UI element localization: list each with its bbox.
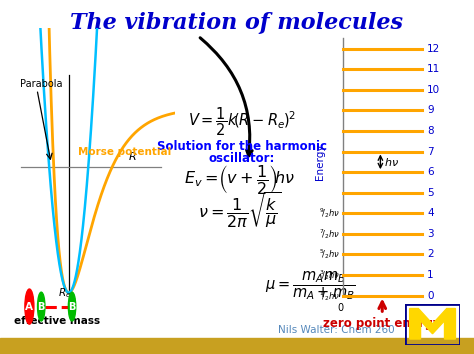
Text: 12: 12 (427, 44, 440, 53)
Text: 6: 6 (427, 167, 434, 177)
Text: $^3\!/_{2}h\nu$: $^3\!/_{2}h\nu$ (319, 268, 340, 282)
Polygon shape (410, 308, 456, 339)
Text: $\mu = \dfrac{m_A m_B}{m_A + m_B}$: $\mu = \dfrac{m_A m_B}{m_A + m_B}$ (264, 269, 356, 302)
Text: 1: 1 (427, 270, 434, 280)
Text: $\nu = \dfrac{1}{2\pi}\sqrt{\dfrac{k}{\mu}}$: $\nu = \dfrac{1}{2\pi}\sqrt{\dfrac{k}{\m… (198, 191, 282, 231)
Text: 8: 8 (427, 126, 434, 136)
Text: 0: 0 (427, 291, 434, 301)
Bar (0, 338, 474, 354)
Text: $E_v = \!\left(v + \dfrac{1}{2}\right)\!h\nu$: $E_v = \!\left(v + \dfrac{1}{2}\right)\!… (184, 162, 296, 195)
Text: $V = \dfrac{1}{2}k\!\left(R - R_e\right)^{\!2}$: $V = \dfrac{1}{2}k\!\left(R - R_e\right)… (188, 106, 296, 138)
Text: 10: 10 (427, 85, 440, 95)
Text: B: B (68, 302, 76, 312)
Text: zero point energy: zero point energy (323, 317, 441, 330)
Text: 5: 5 (427, 188, 434, 198)
Text: Parabola: Parabola (20, 79, 63, 89)
Text: $R$: $R$ (128, 150, 137, 161)
Text: Solution for the harmonic: Solution for the harmonic (157, 141, 327, 154)
Text: 3: 3 (427, 229, 434, 239)
Text: Morse potential: Morse potential (78, 147, 172, 157)
Text: Energy: Energy (315, 144, 325, 180)
Text: $R_e$: $R_e$ (58, 286, 72, 300)
Text: 7: 7 (427, 147, 434, 156)
Text: 11: 11 (427, 64, 440, 74)
Text: effective mass: effective mass (14, 316, 100, 326)
Text: A: A (26, 302, 33, 312)
Text: The vibration of molecules: The vibration of molecules (71, 12, 403, 34)
Text: $^1\!/_{2}h\nu$: $^1\!/_{2}h\nu$ (319, 289, 340, 303)
Circle shape (37, 292, 45, 321)
Text: 4: 4 (427, 208, 434, 218)
Text: 9: 9 (427, 105, 434, 115)
Text: $^7\!/_{2}h\nu$: $^7\!/_{2}h\nu$ (319, 227, 340, 241)
Text: 2: 2 (427, 250, 434, 259)
Text: B: B (37, 302, 45, 312)
Text: $^5\!/_{2}h\nu$: $^5\!/_{2}h\nu$ (319, 247, 340, 262)
Text: oscillator:: oscillator: (209, 152, 275, 165)
Text: Nils Walter: Chem 260: Nils Walter: Chem 260 (278, 325, 394, 335)
Text: $h\nu$: $h\nu$ (384, 156, 399, 168)
Circle shape (25, 289, 34, 324)
Text: $^9\!/_{2}h\nu$: $^9\!/_{2}h\nu$ (319, 206, 340, 220)
Text: 0: 0 (337, 303, 343, 313)
Circle shape (68, 292, 76, 321)
